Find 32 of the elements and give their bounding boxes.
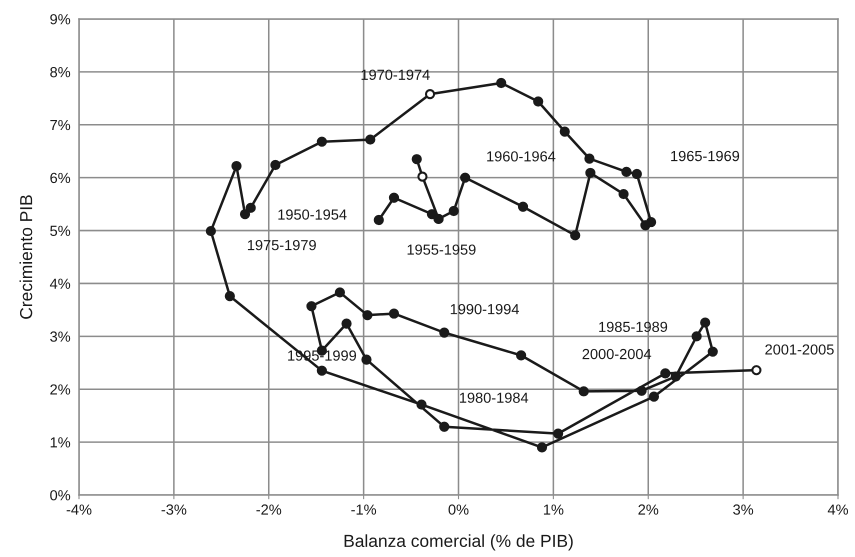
- annotation: 1965-1969: [671, 150, 740, 162]
- annotation: 1960-1964: [487, 151, 556, 162]
- y-tick-label: 1%: [50, 437, 70, 448]
- x-tick-label: -2%: [256, 504, 282, 515]
- y-tick-label: 3%: [50, 331, 70, 342]
- x-axis-title: Balanza comercial (% de PIB): [344, 534, 573, 550]
- x-tick-label: -3%: [162, 504, 186, 515]
- annotation: 1970-1974: [362, 70, 430, 80]
- y-tick-label: 4%: [50, 278, 70, 289]
- annotation: 2000-2004: [582, 348, 652, 360]
- y-tick-label: 6%: [50, 172, 70, 184]
- x-tick-label: 2%: [638, 504, 658, 515]
- annotation: 1985-1989: [599, 322, 668, 332]
- annotation: 1990-1994: [450, 304, 519, 314]
- y-tick-label: 8%: [50, 66, 70, 78]
- x-tick-label: 3%: [733, 504, 754, 515]
- x-tick-label: -4%: [66, 504, 92, 515]
- x-tick-label: 4%: [828, 504, 848, 515]
- x-tick-label: -1%: [351, 504, 376, 515]
- y-tick-label: 0%: [50, 490, 70, 500]
- annotation: 1975-1979: [248, 240, 316, 250]
- x-tick-label: 1%: [544, 504, 564, 515]
- x-tick-label: 0%: [448, 504, 469, 515]
- y-axis-title: Crecimiento PIB: [20, 195, 32, 319]
- y-tick-label: 7%: [50, 120, 70, 130]
- y-tick-label: 5%: [50, 226, 70, 236]
- annotation: 1980-1984: [460, 392, 528, 403]
- y-tick-label: 2%: [50, 384, 70, 395]
- annotation: 2001-2005: [765, 344, 834, 355]
- annotation: 1955-1959: [408, 244, 476, 255]
- annotation: 1950-1954: [278, 209, 347, 220]
- y-tick-label: 9%: [50, 14, 70, 24]
